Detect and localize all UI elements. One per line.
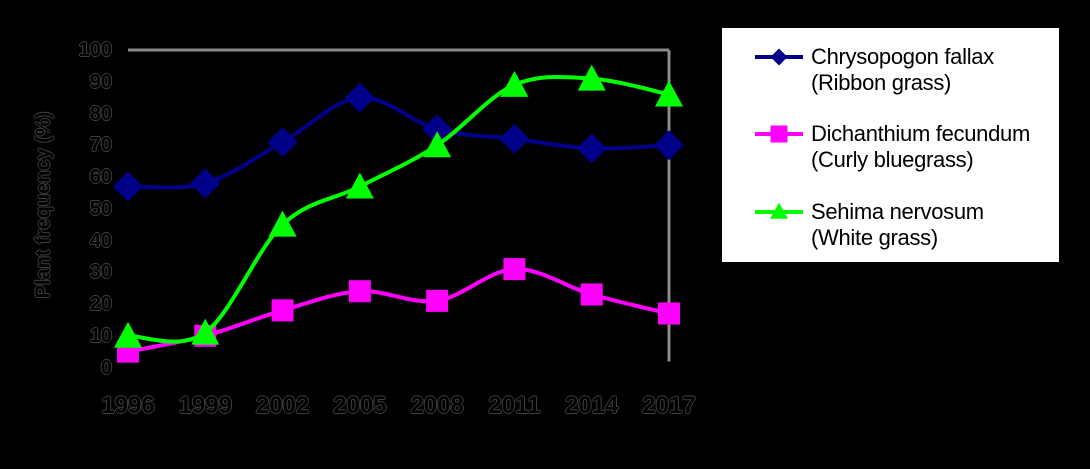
y-tick-label: 70 [89,134,112,157]
y-tick-label: 0 [100,356,112,379]
square-marker-icon [658,302,680,325]
x-tick-label: 2017 [642,392,696,419]
y-tick-label: 30 [89,261,112,284]
x-tick-label: 2011 [488,392,541,419]
square-marker-icon [580,283,603,306]
triangle-marker-icon [655,80,683,107]
legend-label: Dichanthium fecundum (Curly bluegrass) [811,121,1030,173]
y-axis-tick-labels: 0 10 20 30 40 50 60 70 80 90 100 [0,0,112,469]
triangle-marker-icon [770,202,788,219]
diamond-marker-icon [770,48,788,66]
legend-label-line2: (Ribbon grass) [811,70,952,95]
legend-label-line1: Sehima nervosum [811,199,984,224]
y-tick-label: 40 [89,229,112,252]
y-tick-label: 10 [89,324,112,347]
legend-label-line2: (White grass) [811,225,938,250]
legend-label: Sehima nervosum (White grass) [811,199,984,251]
x-tick-label: 2005 [333,392,387,419]
legend-sample [755,44,803,70]
diamond-marker-icon [113,171,143,202]
square-marker-icon [348,280,371,303]
legend-item-sehima-nervosum: Sehima nervosum (White grass) [722,199,984,251]
y-tick-label: 80 [89,102,112,125]
legend-label-line2: (Curly bluegrass) [811,147,974,172]
triangle-marker-icon [577,64,606,91]
diamond-marker-icon [422,114,453,145]
diamond-marker-icon [267,127,298,158]
y-tick-label: 60 [89,166,112,188]
x-tick-label: 1996 [101,392,155,419]
x-tick-label: 2014 [565,392,619,419]
diamond-marker-icon [499,123,530,154]
square-marker-icon [426,289,449,312]
triangle-marker-icon [191,318,220,345]
y-tick-label: 20 [89,293,112,315]
legend-label-line1: Dichanthium fecundum [811,121,1031,146]
legend-label-line1: Chrysopogon fallax [811,44,994,69]
legend-sample [755,199,803,225]
legend: Chrysopogon fallax (Ribbon grass) Dichan… [722,28,1059,262]
x-tick-label: 1999 [178,392,232,419]
legend-item-dichanthium-fecundum: Dichanthium fecundum (Curly bluegrass) [722,121,1030,173]
diamond-marker-icon [190,168,221,199]
series-line-2 [126,74,671,344]
y-tick-label: 100 [78,39,112,61]
y-tick-label: 50 [89,197,112,220]
triangle-marker-icon [500,70,529,97]
triangle-marker-icon [423,131,452,158]
series-line-1 [126,267,671,354]
square-marker-icon [770,125,788,143]
diamond-marker-icon [654,130,684,161]
triangle-marker-icon [268,210,297,237]
x-tick-label: 2008 [410,392,464,419]
diamond-marker-icon [344,82,375,113]
diamond-marker-icon [576,133,607,164]
triangle-marker-icon [114,321,142,348]
square-marker-icon [503,258,526,281]
square-marker-icon [271,299,294,322]
legend-sample [755,121,803,147]
triangle-marker-icon [345,172,374,199]
legend-label: Chrysopogon fallax (Ribbon grass) [811,44,994,96]
x-tick-label: 2002 [255,392,310,419]
y-tick-label: 90 [89,70,112,93]
legend-item-chrysopogon-fallax: Chrysopogon fallax (Ribbon grass) [722,44,994,96]
